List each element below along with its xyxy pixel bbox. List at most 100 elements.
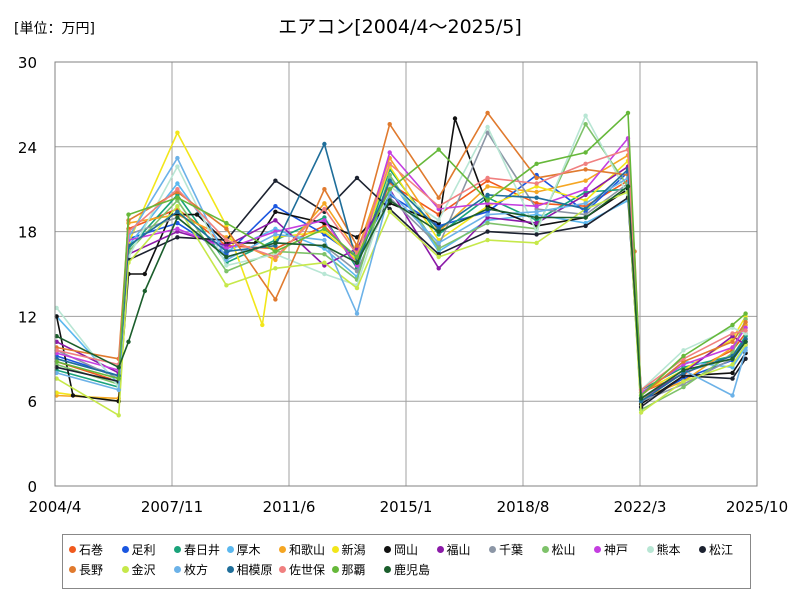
data-point bbox=[730, 345, 735, 350]
data-point bbox=[534, 161, 539, 166]
data-point bbox=[224, 283, 229, 288]
legend-marker bbox=[226, 546, 234, 553]
data-point bbox=[534, 181, 539, 186]
series-line bbox=[56, 177, 747, 408]
data-point bbox=[116, 365, 121, 370]
data-point bbox=[436, 266, 441, 271]
series-9 bbox=[54, 130, 748, 404]
data-point bbox=[387, 187, 392, 192]
data-point bbox=[387, 198, 392, 203]
data-point bbox=[322, 260, 327, 265]
data-point bbox=[322, 237, 327, 243]
data-point bbox=[730, 339, 735, 344]
data-point bbox=[142, 288, 147, 294]
legend-marker bbox=[174, 546, 181, 553]
data-point bbox=[175, 195, 180, 200]
data-point bbox=[175, 130, 180, 135]
data-point bbox=[583, 122, 588, 127]
data-point bbox=[730, 331, 735, 336]
legend-label: 和歌山 bbox=[289, 543, 326, 557]
data-point bbox=[625, 110, 631, 116]
legend-item: 新潟 bbox=[331, 541, 366, 558]
data-point bbox=[730, 322, 735, 328]
legend: 石巻 足利 春日井 厚木 和歌山 新潟 岡山 福山 千葉 松山 神戸 熊本 松江 長野 金沢 枚方 相模原 佐世保… bbox=[62, 534, 751, 589]
data-point bbox=[436, 147, 441, 152]
legend-marker bbox=[226, 566, 234, 573]
data-point bbox=[175, 155, 180, 161]
data-point bbox=[354, 175, 360, 181]
legend-label: 松江 bbox=[709, 543, 734, 557]
series-12 bbox=[54, 113, 748, 393]
legend-label: 鹿児島 bbox=[394, 563, 431, 577]
data-point bbox=[224, 263, 229, 268]
data-point bbox=[322, 271, 327, 277]
legend-item: 枚方 bbox=[174, 561, 208, 578]
series-line bbox=[56, 177, 747, 397]
data-point bbox=[322, 141, 327, 147]
data-point bbox=[387, 161, 392, 166]
data-point bbox=[224, 254, 229, 260]
data-point bbox=[126, 212, 131, 217]
data-point bbox=[273, 254, 278, 260]
series-6 bbox=[54, 130, 748, 404]
data-point bbox=[730, 370, 735, 376]
x-tick-label: 2007/11 bbox=[141, 498, 203, 516]
data-point bbox=[387, 178, 392, 183]
data-point bbox=[126, 339, 131, 344]
data-point bbox=[583, 113, 588, 118]
data-point bbox=[485, 192, 490, 198]
legend-marker bbox=[279, 546, 286, 553]
data-point bbox=[681, 379, 686, 384]
x-tick-label: 2011/6 bbox=[263, 498, 316, 516]
legend-marker bbox=[331, 566, 339, 573]
legend-label: 佐世保 bbox=[289, 563, 326, 577]
data-point bbox=[730, 393, 735, 398]
series-line bbox=[56, 148, 746, 391]
series-1 bbox=[54, 178, 748, 395]
legend-label: 新潟 bbox=[341, 543, 366, 557]
axis-labels: 0 6 12 18 24 30 2004/4 2007/11 2011/6 2015/1 2018/… bbox=[18, 54, 788, 516]
legend-item: 長野 bbox=[69, 561, 103, 578]
data-point bbox=[322, 243, 327, 248]
data-point bbox=[485, 184, 490, 189]
line-chart: 0 6 12 18 24 30 2004/4 2007/11 2011/6 2015/1 2018/… bbox=[18, 54, 788, 516]
legend-label: 厚木 bbox=[236, 543, 261, 557]
data-point bbox=[485, 212, 490, 217]
legend-item: 福山 bbox=[436, 541, 471, 558]
legend-label: 岡山 bbox=[394, 543, 419, 557]
data-point bbox=[224, 220, 229, 226]
legend-label: 春日井 bbox=[184, 543, 221, 557]
data-point bbox=[485, 237, 490, 243]
legend-item: 鹿児島 bbox=[384, 561, 430, 578]
data-point bbox=[534, 232, 539, 237]
data-point bbox=[583, 178, 588, 183]
chart-title: エアコン[2004/4～2025/5] bbox=[278, 16, 522, 38]
legend-label: 福山 bbox=[446, 543, 471, 557]
y-tick-label: 0 bbox=[27, 478, 37, 496]
data-point bbox=[273, 218, 278, 223]
legend-marker bbox=[384, 566, 391, 573]
series-line bbox=[56, 143, 747, 403]
data-point bbox=[175, 235, 180, 240]
data-point bbox=[436, 229, 441, 234]
data-point bbox=[583, 161, 588, 166]
legend-label: 金沢 bbox=[131, 563, 156, 577]
x-tick-label: 2015/1 bbox=[380, 498, 433, 516]
data-point bbox=[322, 206, 327, 212]
data-point bbox=[436, 246, 441, 251]
series-line bbox=[56, 179, 747, 394]
data-point bbox=[116, 376, 121, 381]
data-point bbox=[387, 209, 392, 214]
legend-item: 松江 bbox=[699, 541, 733, 558]
data-point bbox=[681, 384, 686, 390]
legend-item: 松山 bbox=[541, 541, 576, 558]
data-point bbox=[387, 122, 392, 127]
legend-label: 枚方 bbox=[184, 563, 209, 577]
data-point bbox=[681, 353, 686, 359]
legend-label: 相模原 bbox=[236, 563, 273, 577]
data-point bbox=[273, 249, 278, 254]
legend-marker bbox=[69, 566, 76, 573]
data-point bbox=[354, 285, 360, 291]
legend-marker bbox=[174, 566, 181, 573]
legend-label: 長野 bbox=[79, 563, 104, 577]
